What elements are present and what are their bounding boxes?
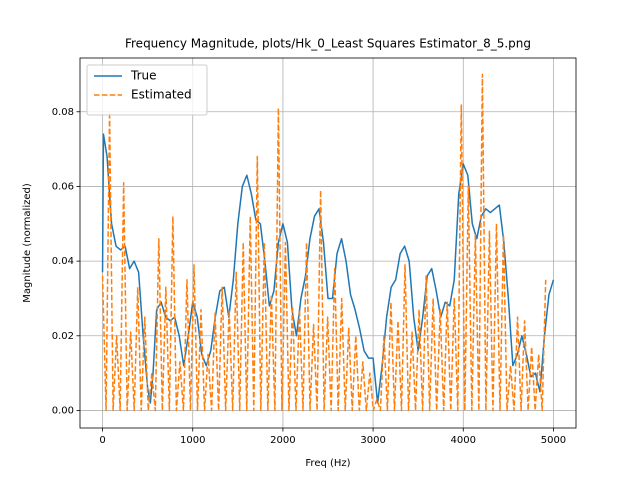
line-series [101, 73, 547, 412]
line-series [101, 133, 555, 404]
legend-box [86, 64, 208, 116]
y-tick-label: 0.04 [52, 256, 74, 267]
legend-label: True [130, 69, 157, 83]
x-tick-label: 2000 [270, 435, 295, 446]
y-tick-label: 0.00 [52, 405, 74, 416]
chart-title: Frequency Magnitude, plots/Hk_0_Least Sq… [125, 37, 531, 51]
x-tick-label: 0 [99, 435, 105, 446]
y-tick-label: 0.06 [52, 181, 74, 192]
x-tick-label: 4000 [451, 435, 476, 446]
x-tick-label: 5000 [541, 435, 566, 446]
y-tick-label: 0.02 [52, 331, 74, 342]
x-tick-label: 1000 [180, 435, 205, 446]
x-tick-label: 3000 [360, 435, 385, 446]
plot-area: 0 1000 2000 3000 4000 5000 0.00 0.02 0.04 0.06 0.0… [52, 58, 576, 446]
legend: True Estimated [86, 64, 208, 116]
legend-label: Estimated [131, 88, 192, 102]
axes-frame [79, 57, 577, 429]
y-tick-label: 0.08 [52, 107, 74, 118]
y-axis-label: Magnitude (normalized) [22, 183, 33, 303]
x-axis-label: Freq (Hz) [305, 458, 350, 469]
